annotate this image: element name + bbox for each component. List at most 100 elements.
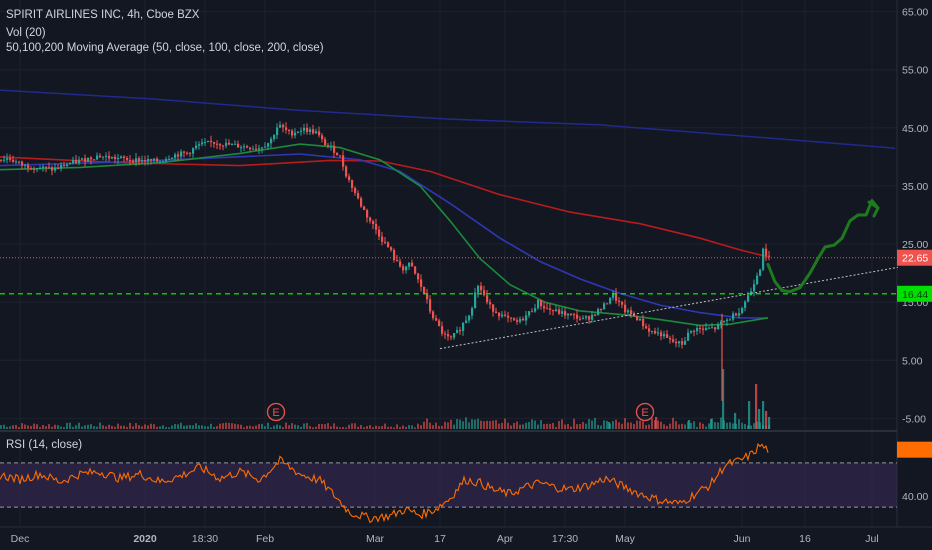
- candle-body: [633, 314, 636, 317]
- candle-body: [249, 147, 252, 150]
- candle-body: [126, 157, 129, 160]
- candle-body: [354, 187, 357, 194]
- candle-body: [561, 311, 564, 314]
- candle-body: [537, 299, 540, 309]
- candle-body: [621, 302, 624, 305]
- candle-body: [666, 334, 669, 338]
- volume-bar: [720, 417, 722, 429]
- volume-bar: [3, 424, 5, 429]
- candle-body: [489, 302, 492, 305]
- projection-arrow: [766, 199, 880, 294]
- candle-body: [390, 247, 393, 251]
- volume-bar: [174, 424, 176, 429]
- volume-bar: [744, 423, 746, 429]
- volume-bar: [717, 422, 719, 429]
- volume-bar: [75, 425, 77, 429]
- volume-bar: [501, 422, 503, 429]
- candle-body: [435, 318, 438, 321]
- volume-bar: [684, 424, 686, 429]
- candle-body: [330, 145, 333, 147]
- candle-body: [144, 159, 147, 162]
- candle-body: [393, 250, 396, 260]
- volume-bar: [489, 421, 491, 429]
- volume-bar: [405, 426, 407, 429]
- candle-body: [165, 159, 168, 162]
- volume-bar: [336, 426, 338, 429]
- volume-bar: [255, 425, 257, 429]
- trend-line: [439, 266, 899, 350]
- candle-body: [48, 167, 51, 169]
- candle-body: [261, 147, 264, 149]
- volume-bar: [141, 426, 143, 429]
- candle-body: [348, 176, 351, 180]
- candle-body: [465, 320, 468, 324]
- volume-bar: [345, 427, 347, 429]
- volume-bar: [114, 426, 116, 429]
- candle-body: [303, 127, 306, 131]
- ma100-line: [0, 153, 768, 319]
- rsi-pane: [0, 442, 897, 524]
- candle-body: [282, 124, 285, 128]
- volume-bar: [12, 425, 14, 429]
- candle-body: [492, 304, 495, 312]
- volume-bar: [738, 419, 740, 429]
- volume-bar: [618, 422, 620, 429]
- volume-bar: [279, 425, 281, 429]
- volume-bar: [261, 423, 263, 429]
- candle-body: [378, 229, 381, 237]
- volume-bar: [180, 422, 182, 429]
- volume-bar: [624, 418, 626, 429]
- volume-bar: [225, 422, 227, 429]
- legend-symbol[interactable]: SPIRIT AIRLINES INC, 4h, Cboe BZX: [6, 9, 200, 21]
- candle-body: [423, 286, 426, 294]
- volume-bar: [6, 426, 8, 429]
- ma-long-line: [0, 89, 896, 149]
- candle-body: [555, 309, 558, 312]
- candle-body: [723, 321, 726, 323]
- candle-body: [417, 273, 420, 280]
- candle-body: [3, 159, 6, 161]
- candle-body: [228, 142, 231, 145]
- volume-bar: [48, 424, 50, 429]
- volume-bar: [138, 425, 140, 429]
- volume-bar: [480, 420, 482, 429]
- volume-bar: [447, 422, 449, 429]
- candle-body: [459, 330, 462, 332]
- candle-body: [300, 130, 303, 132]
- volume-bar: [414, 427, 416, 429]
- volume-bar: [507, 422, 509, 429]
- volume-bar: [144, 424, 146, 429]
- price-tick-label: 5.00: [902, 355, 923, 367]
- legend-moving-average[interactable]: 50,100,200 Moving Average (50, close, 10…: [6, 42, 324, 54]
- volume-bar: [216, 426, 218, 429]
- volume-bar: [693, 421, 695, 429]
- volume-bar: [339, 427, 341, 429]
- candle-body: [744, 301, 747, 308]
- volume-bar: [381, 426, 383, 429]
- volume-bar: [147, 425, 149, 429]
- volume-bar: [105, 426, 107, 429]
- volume-bar: [291, 423, 293, 429]
- volume-bar: [327, 423, 329, 429]
- volume-bar: [156, 426, 158, 429]
- volume-bar: [195, 423, 197, 429]
- candle-body: [216, 143, 219, 145]
- volume-bar: [663, 424, 665, 429]
- volume-bar: [699, 422, 701, 429]
- legend-rsi[interactable]: RSI (14, close): [6, 439, 83, 451]
- volume-bar: [84, 425, 86, 429]
- candle-body: [699, 327, 702, 329]
- candle-body: [201, 142, 204, 145]
- volume-bar: [135, 423, 137, 429]
- volume-bar: [81, 426, 83, 429]
- volume-bar: [30, 426, 32, 429]
- legend-volume[interactable]: Vol (20): [6, 27, 46, 39]
- candle-body: [438, 320, 441, 327]
- candle-body: [24, 164, 27, 166]
- volume-bar: [666, 425, 668, 429]
- volume-bar: [732, 423, 734, 429]
- candle-body: [264, 146, 267, 148]
- price-axis: 65.0055.0045.0035.0025.0015.005.00-5.008…: [897, 7, 932, 503]
- volume-bar: [240, 424, 242, 429]
